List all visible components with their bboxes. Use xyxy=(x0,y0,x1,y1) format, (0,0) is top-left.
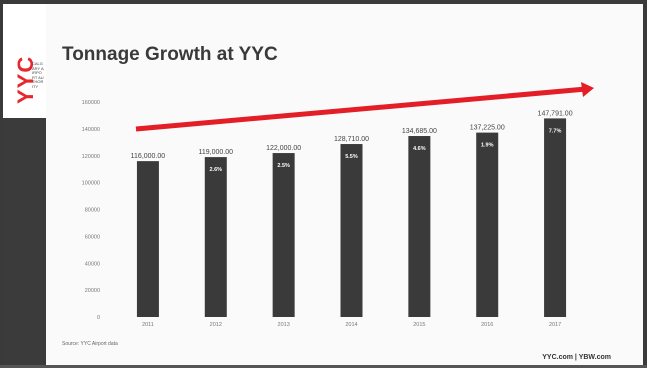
trend-arrow-shaft xyxy=(135,86,587,132)
bar xyxy=(136,161,159,317)
y-tick-label: 160000 xyxy=(82,100,100,106)
logo-subtext: CALGARY AIRPORT AUTHORITY xyxy=(32,61,44,89)
slide-title: Tonnage Growth at YYC xyxy=(62,44,278,65)
x-tick-label: 2014 xyxy=(345,322,357,328)
bar-value-label: 128,710.00 xyxy=(334,136,369,143)
growth-label: 2.5% xyxy=(277,163,290,169)
y-tick-label: 80000 xyxy=(85,208,100,214)
frame-bottom xyxy=(0,365,647,368)
footer-links: YYC.com | YBW.com xyxy=(542,354,611,361)
bar-value-label: 147,791.00 xyxy=(538,110,573,117)
x-tick-label: 2012 xyxy=(210,322,222,328)
bar xyxy=(340,144,363,317)
yyc-logo: YYC CALGARY AIRPORT AUTHORITY xyxy=(9,28,44,106)
x-tick-label: 2011 xyxy=(142,322,154,328)
bar-value-label: 134,685.00 xyxy=(402,128,437,135)
tonnage-bar-chart: 0 20000 40000 60000 80000 100000 120000 140000 1… xyxy=(82,82,594,328)
bar xyxy=(272,153,295,317)
x-tick-label: 2016 xyxy=(481,322,493,328)
x-tick-label: 2017 xyxy=(549,322,561,328)
y-tick-label: 120000 xyxy=(82,154,100,160)
source-note: Source: YYC Airport data xyxy=(62,341,118,347)
frame-right xyxy=(643,0,647,368)
growth-label: 5.5% xyxy=(345,154,358,160)
y-tick-label: 20000 xyxy=(85,288,100,294)
y-tick-label: 0 xyxy=(97,315,100,321)
trend-arrow-head xyxy=(581,82,594,97)
bar xyxy=(544,118,567,317)
growth-label: 2.6% xyxy=(210,167,223,173)
bar-value-label: 119,000.00 xyxy=(199,149,234,156)
bar xyxy=(204,157,227,317)
bar xyxy=(408,136,431,317)
growth-label: 1.9% xyxy=(481,143,494,149)
frame-left xyxy=(0,0,3,368)
x-tick-label: 2015 xyxy=(413,322,425,328)
sidebar-band xyxy=(3,118,46,365)
y-tick-label: 40000 xyxy=(85,261,100,267)
bar-value-label: 122,000.00 xyxy=(266,145,301,152)
growth-label: 4.6% xyxy=(413,146,426,152)
growth-label: 7.7% xyxy=(549,128,562,134)
y-tick-label: 100000 xyxy=(82,181,100,187)
y-tick-label: 60000 xyxy=(85,234,100,240)
bar xyxy=(476,132,499,317)
y-tick-label: 140000 xyxy=(82,127,100,133)
x-tick-label: 2013 xyxy=(278,322,290,328)
bar-value-label: 116,000.00 xyxy=(131,153,166,160)
bar-value-label: 137,225.00 xyxy=(470,125,505,132)
frame-top xyxy=(0,0,647,4)
